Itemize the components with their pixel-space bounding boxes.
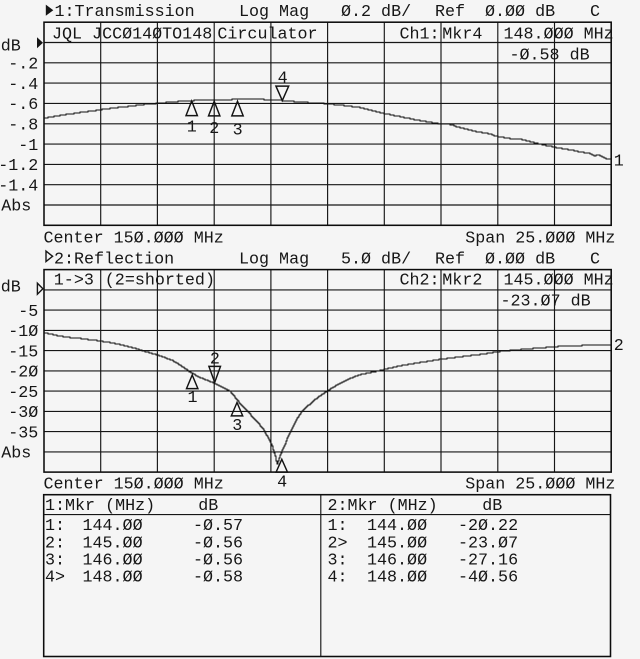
svg-text:dB: dB bbox=[482, 497, 502, 516]
svg-text:148.ØØ: 148.ØØ bbox=[367, 569, 427, 588]
svg-text:Ø.2 dB/: Ø.2 dB/ bbox=[341, 3, 411, 22]
svg-text:-25: -25 bbox=[8, 384, 38, 403]
svg-text:Circulator: Circulator bbox=[217, 26, 317, 45]
svg-text:Center 15Ø.ØØØ MHz: Center 15Ø.ØØØ MHz bbox=[44, 229, 224, 248]
svg-text:dB: dB bbox=[198, 497, 218, 516]
svg-text:-1: -1 bbox=[18, 137, 38, 156]
svg-text:2: 2 bbox=[210, 351, 220, 370]
svg-text:Center 15Ø.ØØØ MHz: Center 15Ø.ØØØ MHz bbox=[44, 475, 224, 494]
svg-text:Ø.ØØ dB: Ø.ØØ dB bbox=[485, 250, 555, 269]
svg-text:-23.Ø7: -23.Ø7 bbox=[458, 534, 518, 553]
svg-text:3: 3 bbox=[232, 417, 242, 436]
svg-text:Mkr4: Mkr4 bbox=[442, 26, 482, 45]
svg-text:-.4: -.4 bbox=[8, 76, 38, 95]
svg-text:-15: -15 bbox=[8, 343, 38, 362]
svg-text:2:Mkr (MHz): 2:Mkr (MHz) bbox=[328, 497, 438, 516]
svg-text:-27.16: -27.16 bbox=[458, 551, 518, 570]
svg-text:-3Ø: -3Ø bbox=[8, 404, 38, 423]
svg-text:Ch1:: Ch1: bbox=[400, 26, 440, 45]
svg-text:1:: 1: bbox=[328, 517, 348, 536]
svg-text:2:Reflection: 2:Reflection bbox=[54, 250, 174, 269]
svg-text:-.8: -.8 bbox=[8, 117, 38, 136]
svg-text:1->3: 1->3 bbox=[54, 271, 94, 290]
svg-text:1: 1 bbox=[187, 119, 197, 138]
svg-text:Ref: Ref bbox=[435, 3, 465, 22]
svg-text:Abs: Abs bbox=[1, 445, 31, 464]
svg-text:-Ø.58 dB: -Ø.58 dB bbox=[510, 46, 590, 65]
svg-text:dB: dB bbox=[1, 278, 21, 297]
svg-text:1: 1 bbox=[614, 153, 624, 172]
svg-text:4: 4 bbox=[277, 474, 287, 493]
svg-text:1:Mkr (MHz): 1:Mkr (MHz) bbox=[45, 497, 155, 516]
svg-text:-Ø.58: -Ø.58 bbox=[193, 569, 243, 588]
svg-text:Ch2:: Ch2: bbox=[400, 271, 440, 290]
svg-text:-23.Ø7 dB: -23.Ø7 dB bbox=[501, 292, 591, 311]
svg-text:3:: 3: bbox=[328, 551, 348, 570]
svg-text:146.ØØ: 146.ØØ bbox=[367, 551, 427, 570]
svg-text:2:: 2: bbox=[45, 534, 65, 553]
svg-text:Abs: Abs bbox=[1, 198, 31, 217]
svg-text:JQL JCCØ14ØTO148: JQL JCCØ14ØTO148 bbox=[52, 26, 212, 45]
svg-text:-1.4: -1.4 bbox=[0, 177, 38, 196]
svg-text:Span 25.ØØØ MHz: Span 25.ØØØ MHz bbox=[465, 475, 615, 494]
svg-text:145.ØØ: 145.ØØ bbox=[367, 534, 427, 553]
svg-text:-.2: -.2 bbox=[8, 56, 38, 75]
svg-text:2: 2 bbox=[614, 337, 624, 356]
svg-text:3: 3 bbox=[233, 122, 243, 141]
svg-text:5.Ø dB/: 5.Ø dB/ bbox=[341, 250, 411, 269]
svg-text:C: C bbox=[590, 250, 600, 269]
svg-text:1:: 1: bbox=[45, 517, 65, 536]
svg-text:Ref: Ref bbox=[435, 250, 465, 269]
svg-text:4>: 4> bbox=[45, 569, 65, 588]
svg-text:-35: -35 bbox=[8, 424, 38, 443]
svg-text:1:Transmission: 1:Transmission bbox=[55, 3, 195, 22]
svg-text:-Ø.57: -Ø.57 bbox=[193, 517, 243, 536]
svg-text:Mkr2: Mkr2 bbox=[442, 271, 482, 290]
svg-text:145.ØØ: 145.ØØ bbox=[83, 534, 143, 553]
svg-text:144.ØØ: 144.ØØ bbox=[367, 517, 427, 536]
svg-text:2: 2 bbox=[209, 120, 219, 139]
svg-text:-2Ø.22: -2Ø.22 bbox=[458, 517, 518, 536]
svg-text:148.ØØØ MHz: 148.ØØØ MHz bbox=[504, 26, 614, 45]
svg-text:2>: 2> bbox=[328, 534, 348, 553]
svg-text:-.6: -.6 bbox=[8, 96, 38, 115]
svg-text:Log Mag: Log Mag bbox=[239, 3, 309, 22]
svg-text:146.ØØ: 146.ØØ bbox=[83, 551, 143, 570]
svg-text:Log Mag: Log Mag bbox=[239, 250, 309, 269]
svg-text:-1.2: -1.2 bbox=[0, 157, 38, 176]
svg-text:1: 1 bbox=[188, 389, 198, 408]
svg-text:145.ØØØ MHz: 145.ØØØ MHz bbox=[504, 271, 614, 290]
svg-text:C: C bbox=[590, 3, 600, 22]
svg-text:-Ø.56: -Ø.56 bbox=[193, 534, 243, 553]
svg-text:-4Ø.56: -4Ø.56 bbox=[458, 569, 518, 588]
svg-text:-2Ø: -2Ø bbox=[8, 364, 38, 383]
svg-text:-5: -5 bbox=[18, 303, 38, 322]
svg-text:-1Ø: -1Ø bbox=[8, 323, 38, 342]
svg-text:Span 25.ØØØ MHz: Span 25.ØØØ MHz bbox=[465, 229, 615, 248]
svg-text:144.ØØ: 144.ØØ bbox=[83, 517, 143, 536]
svg-text:3:: 3: bbox=[45, 551, 65, 570]
svg-text:-Ø.56: -Ø.56 bbox=[193, 551, 243, 570]
svg-text:4: 4 bbox=[278, 70, 288, 89]
svg-text:148.ØØ: 148.ØØ bbox=[83, 569, 143, 588]
svg-text:Ø.ØØ dB: Ø.ØØ dB bbox=[485, 3, 555, 22]
svg-text:dB: dB bbox=[1, 37, 21, 56]
svg-text:4:: 4: bbox=[328, 569, 348, 588]
svg-text:(2=shorted): (2=shorted) bbox=[105, 271, 215, 290]
